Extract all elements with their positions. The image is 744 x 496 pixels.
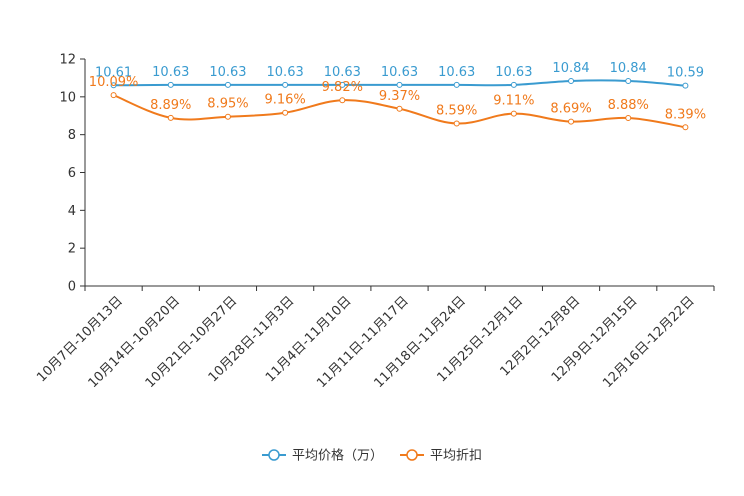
y-tick-label: 0 xyxy=(68,280,76,295)
price-data-label: 10.63 xyxy=(381,65,418,80)
price-point[interactable] xyxy=(339,81,346,88)
price-data-label: 10.63 xyxy=(209,65,246,80)
discount-data-label: 8.95% xyxy=(207,97,248,112)
price-data-label: 10.84 xyxy=(610,61,647,76)
price-data-label: 10.63 xyxy=(267,65,304,80)
price-point[interactable] xyxy=(282,81,289,88)
price-point[interactable] xyxy=(568,77,575,84)
y-tick-label: 4 xyxy=(68,204,76,219)
discount-point[interactable] xyxy=(453,120,460,127)
y-tick-label: 2 xyxy=(68,242,76,257)
discount-data-label: 9.37% xyxy=(379,89,420,104)
price-data-label: 10.61 xyxy=(95,65,132,80)
discount-point[interactable] xyxy=(224,113,231,120)
price-point[interactable] xyxy=(682,82,689,89)
price-point[interactable] xyxy=(453,81,460,88)
series-group xyxy=(110,77,689,131)
legend-label: 平均价格（万） xyxy=(292,448,383,464)
price-data-label: 10.59 xyxy=(667,66,704,81)
legend-item-price[interactable]: 平均价格（万） xyxy=(262,448,383,464)
discount-point[interactable] xyxy=(339,97,346,104)
discount-data-label: 8.89% xyxy=(150,98,191,113)
discount-point[interactable] xyxy=(510,110,517,117)
legend[interactable]: 平均价格（万） 平均折扣 xyxy=(262,448,482,464)
discount-point[interactable] xyxy=(625,115,632,122)
legend-item-discount[interactable]: 平均折扣 xyxy=(400,449,482,464)
legend-marker-icon xyxy=(406,449,418,461)
legend-label: 平均折扣 xyxy=(430,449,482,464)
data-labels: 10.61 10.63 10.63 10.63 10.63 10.63 10.63 10.63… xyxy=(89,61,706,122)
legend-marker-icon xyxy=(268,449,280,461)
price-data-label: 10.63 xyxy=(324,65,361,80)
discount-data-label: 8.39% xyxy=(665,107,706,122)
discount-data-label: 8.88% xyxy=(608,98,649,113)
y-tick-label: 10 xyxy=(59,90,76,105)
y-tick-label: 6 xyxy=(68,166,76,181)
y-tick-label: 8 xyxy=(68,128,76,143)
price-data-label: 10.63 xyxy=(438,65,475,80)
discount-data-label: 9.11% xyxy=(493,94,534,109)
price-point[interactable] xyxy=(510,81,517,88)
discount-point[interactable] xyxy=(167,114,174,121)
discount-point[interactable] xyxy=(110,92,117,99)
discount-point[interactable] xyxy=(568,118,575,125)
price-point[interactable] xyxy=(625,77,632,84)
discount-data-label: 9.16% xyxy=(264,93,305,108)
y-tick-label: 12 xyxy=(59,53,76,68)
discount-data-label: 8.59% xyxy=(436,104,477,119)
discount-point[interactable] xyxy=(682,124,689,131)
price-point[interactable] xyxy=(396,81,403,88)
discount-data-label: 8.69% xyxy=(550,102,591,117)
discount-point[interactable] xyxy=(396,105,403,112)
discount-data-label: 9.82% xyxy=(322,80,363,95)
price-data-label: 10.63 xyxy=(495,65,532,80)
price-data-label: 10.63 xyxy=(152,65,189,80)
price-point[interactable] xyxy=(167,81,174,88)
price-data-label: 10.84 xyxy=(552,61,589,76)
price-point[interactable] xyxy=(110,82,117,89)
discount-point[interactable] xyxy=(282,109,289,116)
price-point[interactable] xyxy=(224,81,231,88)
discount-data-label: 10.09% xyxy=(89,75,139,90)
